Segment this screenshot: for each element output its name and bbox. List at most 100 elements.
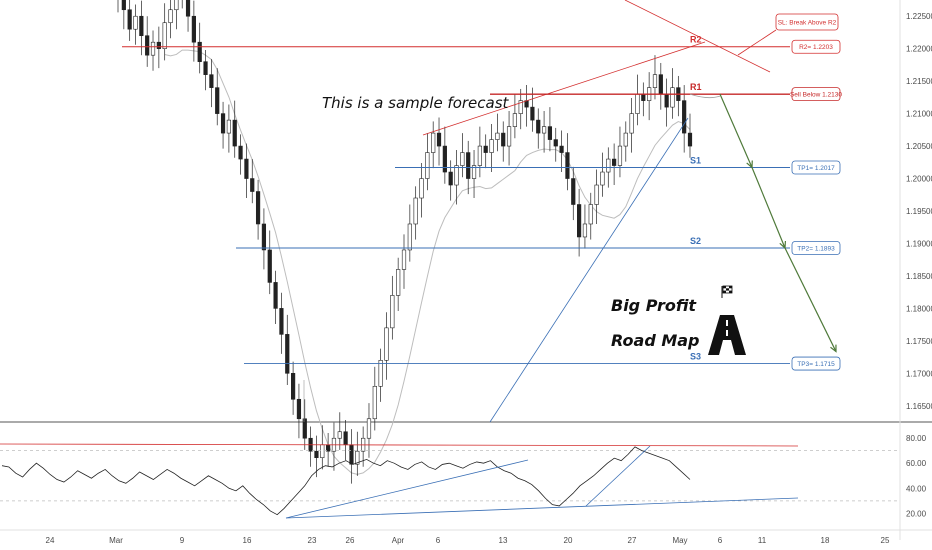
callout-box-s2 — [791, 241, 841, 255]
callout-box-s3 — [791, 356, 841, 371]
callout-box-s1 — [791, 160, 841, 175]
time-tick-label: 11 — [758, 536, 767, 545]
candle-body — [454, 165, 459, 186]
candlestick-series — [117, 0, 693, 484]
candle-body — [267, 249, 272, 283]
forecast-leg — [784, 247, 837, 352]
rsi-tick-label: 60.00 — [906, 459, 927, 468]
forecast-arrowhead — [830, 344, 837, 353]
candle-body — [366, 418, 372, 439]
candle-body — [471, 165, 477, 179]
candle-body — [255, 191, 261, 225]
candle-body — [250, 178, 255, 192]
candle-body — [466, 152, 471, 179]
candle-body — [460, 152, 465, 166]
level-label-r1: R1 — [690, 82, 702, 92]
candle-body — [343, 431, 348, 446]
candle-body — [512, 113, 517, 127]
rsi-trendline-right — [585, 445, 651, 507]
level-callouts: R2= 1.2203 Sell Below 1.2130 TP1= 1.2017 TP… — [737, 13, 842, 371]
price-tick-label: 1.20500 — [906, 142, 932, 151]
candle-body — [209, 74, 214, 88]
forecast-leg — [751, 167, 786, 249]
rsi-panel: 80.00 60.00 40.00 20.00 — [0, 434, 927, 518]
candle-body — [384, 327, 389, 361]
candle-body — [442, 145, 447, 173]
candle-body — [279, 308, 284, 335]
candle-body — [326, 444, 331, 452]
callout-text-s2: TP2= 1.1893 — [797, 246, 835, 253]
candle-body — [285, 334, 290, 374]
candle-body — [296, 398, 302, 420]
time-tick-label: 9 — [180, 536, 185, 545]
candle-body — [664, 93, 669, 108]
candle-body — [448, 171, 453, 186]
price-tick-label: 1.18500 — [906, 272, 932, 281]
candle-body — [436, 132, 442, 147]
price-tick-label: 1.17000 — [906, 369, 932, 378]
candle-body — [559, 145, 564, 153]
candle-body — [372, 385, 377, 420]
time-tick-label: 27 — [628, 536, 637, 545]
candle-body — [635, 93, 640, 114]
candle-body — [162, 22, 167, 49]
callout-text-stop-loss: SL: Break Above R2 — [778, 20, 837, 27]
candle-body — [489, 139, 494, 153]
candle-body — [355, 450, 360, 465]
rsi-trendline-left — [285, 459, 529, 519]
candle-body — [495, 132, 500, 140]
callout-text-r1: Sell Below 1.2130 — [790, 92, 842, 99]
candle-body — [314, 450, 319, 459]
candle-body — [191, 15, 196, 43]
time-tick-label: 13 — [499, 536, 508, 545]
candle-body — [641, 93, 646, 101]
candle-body — [273, 282, 278, 309]
falling-resistance-trendline — [624, 0, 771, 73]
candle-body — [226, 119, 231, 134]
time-axis: 24 Mar 9 16 23 26 Apr 6 13 20 27 May 6 11 18 25 — [46, 536, 890, 545]
time-tick-label: May — [672, 536, 687, 545]
callout-box-r1 — [791, 87, 841, 102]
time-tick-label: 25 — [881, 536, 890, 545]
candle-body — [553, 139, 558, 147]
candle-body — [133, 15, 138, 30]
time-tick-label: 23 — [308, 536, 317, 545]
candle-body — [320, 444, 325, 459]
candle-body — [419, 178, 424, 199]
time-tick-label: Mar — [109, 536, 123, 545]
level-label-s2: S2 — [690, 236, 701, 246]
candle-body — [185, 0, 191, 17]
candle-body — [232, 119, 237, 147]
brand-title-line1: Big Profit — [611, 296, 697, 315]
price-tick-label: 1.18000 — [906, 304, 932, 313]
price-tick-label: 1.16500 — [906, 402, 932, 411]
candle-body — [349, 444, 354, 465]
rising-resistance-trendline — [422, 41, 706, 136]
candle-body — [600, 171, 605, 186]
forecast-lead-in — [689, 93, 721, 99]
candle-body — [483, 145, 488, 153]
candle-body — [174, 0, 179, 11]
candle-body — [652, 74, 658, 88]
rsi-support-line — [285, 497, 799, 519]
price-tick-label: 1.17500 — [906, 337, 932, 346]
time-tick-label: 16 — [243, 536, 252, 545]
support-trendline — [489, 117, 689, 423]
rsi-tick-label: 20.00 — [906, 509, 927, 518]
candle-body — [506, 126, 512, 147]
candle-body — [606, 158, 611, 173]
candle-body — [536, 119, 541, 134]
candle-body — [203, 61, 208, 75]
candle-body — [541, 126, 547, 134]
price-tick-label: 1.22000 — [906, 45, 932, 54]
candle-body — [291, 373, 296, 400]
rsi-tick-label: 40.00 — [906, 484, 927, 493]
candle-body — [401, 249, 407, 270]
candle-body — [378, 360, 383, 387]
time-tick-label: 24 — [46, 536, 55, 545]
time-tick-label: 6 — [436, 536, 441, 545]
road-map-logo-icon — [708, 315, 746, 355]
candle-body — [629, 113, 634, 134]
candle-body — [150, 41, 156, 56]
